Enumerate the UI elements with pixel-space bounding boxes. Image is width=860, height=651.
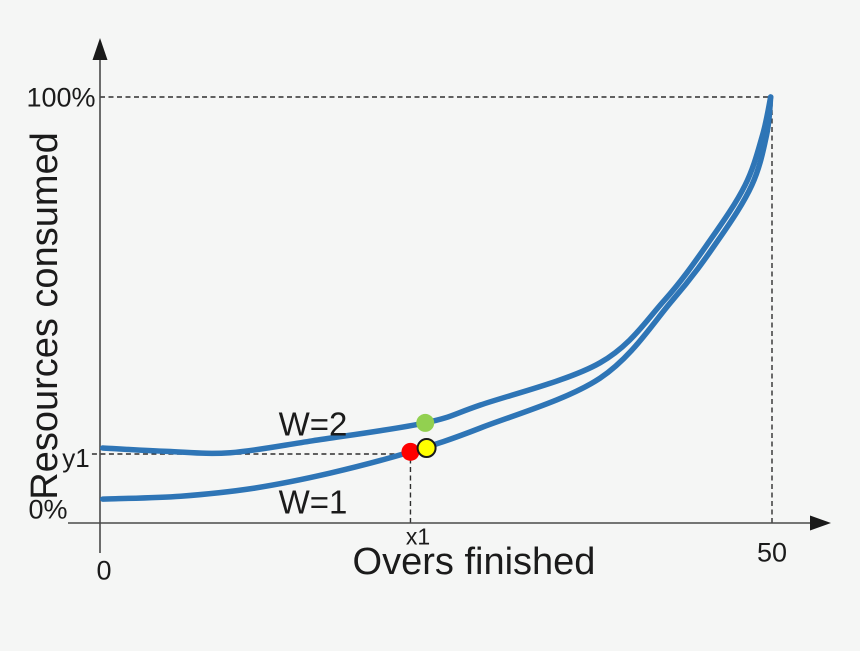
x-tick-50-label: 50 [756, 537, 788, 568]
x-axis-arrow-icon [810, 515, 831, 531]
markers-group [401, 413, 437, 461]
y-tick-y1-label: y1 [62, 443, 90, 473]
curve-w2 [99, 94, 774, 457]
marker-red-point [401, 442, 420, 461]
y-tick-0-label: 0% [28, 494, 68, 525]
series-curves-group [99, 94, 774, 502]
x-axis-title: Overs finished [352, 541, 596, 583]
axes-group [68, 38, 831, 553]
x-tick-0-label: 0 [96, 555, 112, 586]
y-axis-arrow-icon [92, 38, 108, 60]
y-tick-100-label: 100% [26, 82, 96, 113]
x-tick-x1-label: x1 [405, 523, 431, 550]
series-label-w1: W=1 [278, 483, 348, 521]
y-axis-title: Resources consumed [24, 132, 66, 500]
marker-green-point [416, 413, 435, 432]
curve-w1 [99, 94, 774, 502]
guide-lines-group [91, 96, 773, 523]
marker-yellow-point [416, 438, 437, 459]
series-label-w2: W=2 [278, 405, 348, 443]
